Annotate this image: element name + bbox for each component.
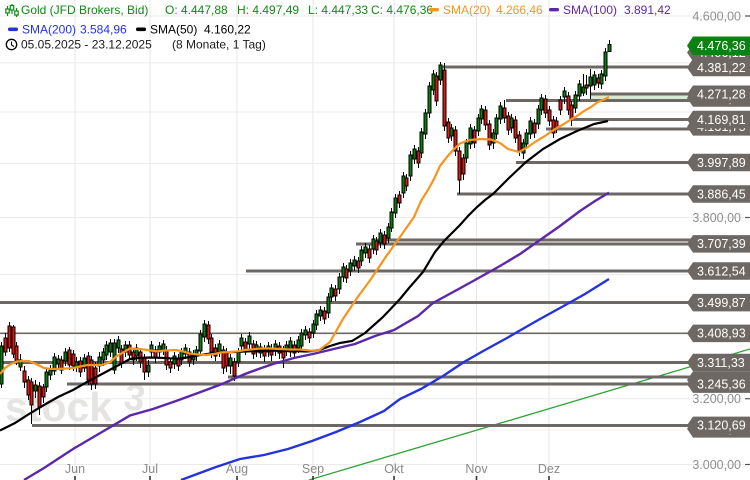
svg-text:stock: stock — [5, 384, 112, 430]
svg-text:3.120,69: 3.120,69 — [697, 419, 746, 433]
svg-text:3.311,33: 3.311,33 — [697, 356, 745, 370]
svg-text:4.381,22: 4.381,22 — [697, 61, 746, 75]
svg-text:Sep: Sep — [302, 462, 324, 476]
svg-text:4.169,81: 4.169,81 — [697, 113, 746, 127]
svg-text:Jul: Jul — [142, 462, 158, 476]
svg-text:(8 Monate, 1 Tag): (8 Monate, 1 Tag) — [172, 38, 266, 52]
svg-text:Nov: Nov — [465, 462, 488, 476]
svg-text:SMA(100): SMA(100) — [563, 3, 617, 17]
svg-text:Gold (JFD Brokers, Bid): Gold (JFD Brokers, Bid) — [21, 3, 148, 17]
svg-text:C: 4.476,36: C: 4.476,36 — [371, 3, 433, 17]
svg-text:Dez: Dez — [538, 462, 560, 476]
svg-text:H: 4.497,49: H: 4.497,49 — [237, 3, 299, 17]
svg-text:05.05.2025 - 23.12.2025: 05.05.2025 - 23.12.2025 — [21, 38, 152, 52]
svg-text:SMA(20): SMA(20) — [443, 3, 490, 17]
svg-text:SMA(200): SMA(200) — [22, 23, 76, 37]
svg-text:4.160,22: 4.160,22 — [204, 23, 251, 37]
svg-text:4.476,36: 4.476,36 — [697, 39, 746, 53]
svg-text:3.891,42: 3.891,42 — [624, 3, 671, 17]
svg-text:3.997,89: 3.997,89 — [697, 156, 746, 170]
svg-text:3.200,00: 3.200,00 — [692, 392, 741, 406]
svg-text:L: 4.447,33: L: 4.447,33 — [308, 3, 368, 17]
svg-text:3.886,45: 3.886,45 — [697, 187, 746, 201]
svg-text:Okt: Okt — [384, 462, 404, 476]
svg-text:O: 4.447,88: O: 4.447,88 — [165, 3, 228, 17]
svg-text:4.271,28: 4.271,28 — [697, 88, 746, 102]
svg-text:3.245,36: 3.245,36 — [697, 378, 746, 392]
svg-text:3.584,96: 3.584,96 — [80, 23, 127, 37]
svg-text:3.000,00: 3.000,00 — [692, 458, 741, 472]
svg-text:3.612,54: 3.612,54 — [697, 264, 746, 278]
svg-text:4.266,46: 4.266,46 — [496, 3, 543, 17]
svg-text:SMA(50): SMA(50) — [150, 23, 197, 37]
svg-text:4.600,00: 4.600,00 — [692, 9, 741, 23]
svg-text:Aug: Aug — [226, 462, 248, 476]
svg-text:Jun: Jun — [65, 462, 85, 476]
svg-text:3.499,87: 3.499,87 — [697, 296, 746, 310]
svg-text:3.408,93: 3.408,93 — [697, 327, 746, 341]
svg-text:3.707,39: 3.707,39 — [697, 237, 746, 251]
svg-text:3.800,00: 3.800,00 — [692, 211, 741, 225]
